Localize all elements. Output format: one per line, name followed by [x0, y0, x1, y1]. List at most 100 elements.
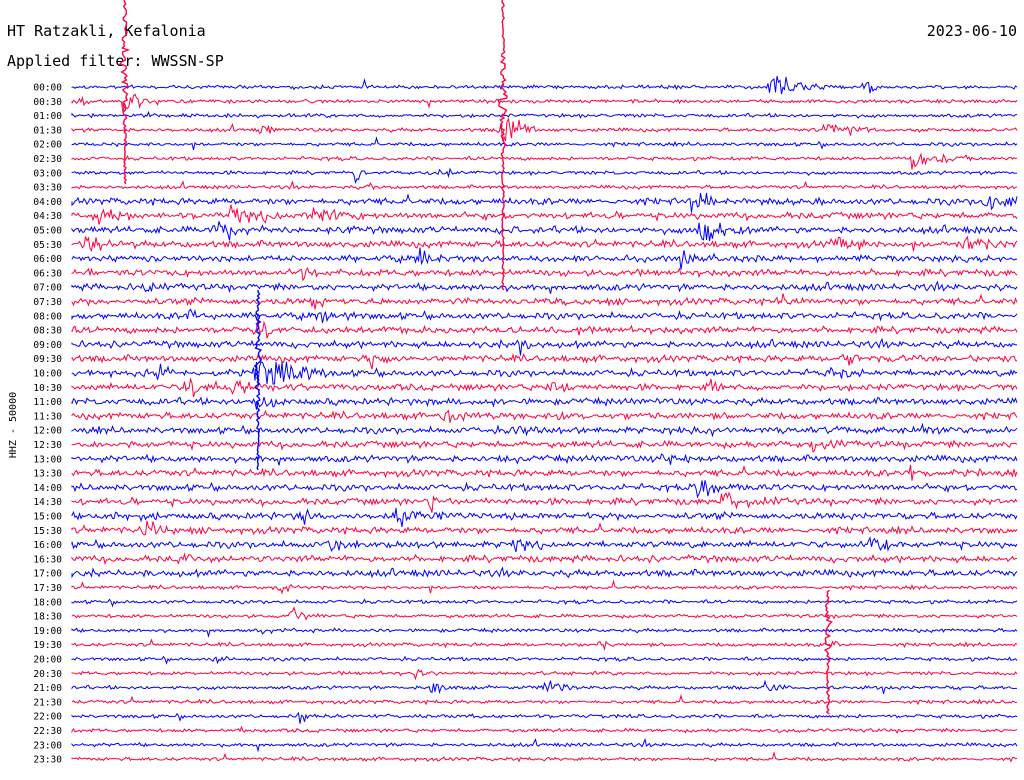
- row-time-label: 20:30: [33, 669, 62, 680]
- row-time-label: 06:00: [33, 254, 62, 265]
- trace-line: [71, 337, 1018, 356]
- event-spike: [118, 0, 131, 185]
- trace-line: [71, 464, 1018, 481]
- station-title: HT Ratzakli, Kefalonia: [7, 22, 206, 40]
- row-time-label: 00:00: [33, 83, 62, 94]
- row-time-label: 07:30: [33, 297, 62, 308]
- trace-line: [71, 221, 1018, 242]
- row-time-label: 16:30: [33, 554, 62, 565]
- trace-line: [71, 725, 1018, 734]
- row-time-label: 19:30: [33, 640, 62, 651]
- trace-line: [71, 638, 1018, 652]
- trace-line: [71, 422, 1018, 438]
- trace-line: [71, 507, 1018, 528]
- trace-line: [71, 655, 1018, 665]
- trace-line: [71, 480, 1018, 499]
- row-time-label: 07:00: [33, 283, 62, 294]
- row-time-label: 09:00: [33, 340, 62, 351]
- row-time-label: 11:30: [33, 411, 62, 422]
- trace-line: [71, 566, 1018, 579]
- row-time-label: 08:30: [33, 326, 62, 337]
- trace-line: [71, 280, 1018, 294]
- row-time-label: 21:00: [33, 683, 62, 694]
- row-time-label: 14:00: [33, 483, 62, 494]
- trace-line: [71, 266, 1018, 282]
- trace-line: [71, 679, 1017, 695]
- trace-line: [71, 319, 1018, 339]
- row-time-label: 10:30: [33, 383, 62, 394]
- trace-line: [71, 491, 1018, 513]
- trace-line: [71, 409, 1018, 423]
- trace-line: [71, 693, 1018, 706]
- trace-line: [71, 438, 1018, 453]
- trace-line: [71, 396, 1018, 410]
- trace-line: [71, 520, 1018, 536]
- row-time-label: 15:00: [33, 512, 62, 523]
- row-time-label: 03:00: [33, 168, 62, 179]
- trace-line: [71, 110, 1017, 119]
- row-time-label: 04:00: [33, 197, 62, 208]
- trace-line: [71, 453, 1018, 466]
- row-time-label: 16:00: [33, 540, 62, 551]
- row-time-label: 12:30: [33, 440, 62, 451]
- row-time-label: 22:30: [33, 726, 62, 737]
- trace-line: [71, 353, 1018, 370]
- event-spike: [497, 0, 508, 291]
- trace-line: [71, 75, 1018, 95]
- trace-line: [71, 361, 1018, 385]
- row-time-label: 01:00: [33, 111, 62, 122]
- row-time-label: 08:00: [33, 311, 62, 322]
- trace-line: [71, 536, 1018, 553]
- trace-line: [71, 293, 1018, 310]
- row-time-label: 14:30: [33, 497, 62, 508]
- row-time-label: 03:30: [33, 183, 62, 194]
- trace-line: [71, 180, 1018, 191]
- row-time-label: 10:00: [33, 369, 62, 380]
- row-time-label: 05:30: [33, 240, 62, 251]
- row-time-label: 00:30: [33, 97, 62, 108]
- row-time-label: 17:30: [33, 583, 62, 594]
- time-labels: 00:00 00:30 01:00 01:30 02:00 02:30 03:00 03:30…: [33, 83, 62, 766]
- trace-line: [71, 247, 1018, 270]
- trace-line: [71, 93, 1018, 113]
- trace-line: [71, 167, 1017, 185]
- row-time-label: 22:00: [33, 712, 62, 723]
- row-time-label: 15:30: [33, 526, 62, 537]
- row-time-label: 09:30: [33, 354, 62, 365]
- trace-line: [71, 192, 1018, 213]
- row-time-label: 12:00: [33, 426, 62, 437]
- channel-scale-label: HHZ - 50000: [8, 392, 19, 458]
- row-time-label: 23:30: [33, 755, 62, 766]
- row-time-label: 02:30: [33, 154, 62, 165]
- row-time-label: 13:30: [33, 469, 62, 480]
- row-time-label: 19:00: [33, 626, 62, 637]
- trace-line: [71, 737, 1018, 753]
- trace-line: [71, 598, 1018, 608]
- trace-line: [71, 606, 1018, 621]
- row-time-label: 23:00: [33, 740, 62, 751]
- row-time-label: 02:00: [33, 140, 62, 151]
- filter-label: Applied filter: WWSSN-SP: [7, 52, 224, 70]
- trace-line: [71, 751, 1018, 763]
- trace-line: [71, 204, 1018, 225]
- row-time-label: 11:00: [33, 397, 62, 408]
- trace-line: [71, 579, 1018, 595]
- traces: [71, 0, 1018, 763]
- trace-line: [71, 377, 1018, 398]
- row-time-label: 18:00: [33, 597, 62, 608]
- trace-line: [71, 235, 1018, 253]
- row-time-label: 17:00: [33, 569, 62, 580]
- trace-line: [71, 152, 1018, 170]
- row-time-label: 20:00: [33, 655, 62, 666]
- row-time-label: 04:30: [33, 211, 62, 222]
- trace-line: [71, 627, 1018, 639]
- date-label: 2023-06-10: [927, 22, 1017, 40]
- trace-line: [71, 136, 1018, 151]
- row-time-label: 18:30: [33, 612, 62, 623]
- row-time-label: 05:00: [33, 226, 62, 237]
- trace-line: [71, 117, 1018, 142]
- trace-line: [71, 668, 1018, 681]
- event-spike: [823, 589, 833, 715]
- trace-line: [71, 308, 1018, 324]
